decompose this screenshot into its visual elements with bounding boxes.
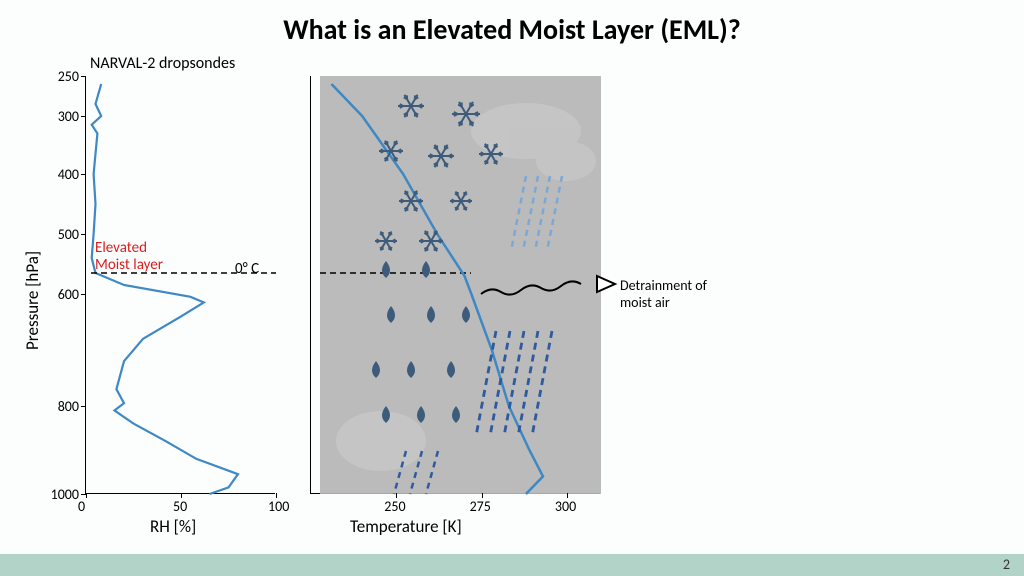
rh-profile-line bbox=[92, 84, 238, 494]
chart-subtitle: NARVAL-2 dropsondes bbox=[90, 54, 235, 73]
temp-axis-label: Temperature [K] bbox=[350, 516, 462, 537]
xtick-label: 50 bbox=[173, 498, 187, 515]
zero-c-label: 0° C bbox=[235, 260, 259, 278]
xtick-label: 300 bbox=[555, 498, 576, 515]
rh-chart: 2503004005006008001000 050100 bbox=[85, 76, 275, 494]
slide-footer: 2 bbox=[0, 554, 1024, 576]
xtick-label: 100 bbox=[268, 498, 289, 515]
ytick-label: 300 bbox=[58, 108, 79, 125]
detrainment-annotation: Detrainment of moist air bbox=[620, 278, 707, 312]
eml-annotation: Elevated Moist layer bbox=[95, 240, 163, 275]
slide-title: What is an Elevated Moist Layer (EML)? bbox=[0, 0, 1024, 47]
ytick-label: 600 bbox=[58, 286, 79, 303]
ytick-label: 500 bbox=[58, 226, 79, 243]
rh-axis-label: RH [%] bbox=[150, 516, 196, 537]
ytick-label: 800 bbox=[58, 398, 79, 415]
xtick-label: 275 bbox=[470, 498, 491, 515]
cloud-silhouettes bbox=[336, 103, 596, 471]
ytick-label: 1000 bbox=[51, 486, 79, 503]
raindrop-icons bbox=[372, 261, 470, 423]
xtick-label: 0 bbox=[78, 498, 85, 515]
xtick-label: 250 bbox=[384, 498, 405, 515]
pressure-axis-label: Pressure [hPa] bbox=[22, 251, 43, 350]
ytick-label: 250 bbox=[58, 68, 79, 85]
temp-chart: 250275300 bbox=[310, 76, 600, 494]
page-number: 2 bbox=[1003, 556, 1010, 573]
detrainment-arrow bbox=[481, 276, 615, 295]
ytick-label: 400 bbox=[58, 166, 79, 183]
